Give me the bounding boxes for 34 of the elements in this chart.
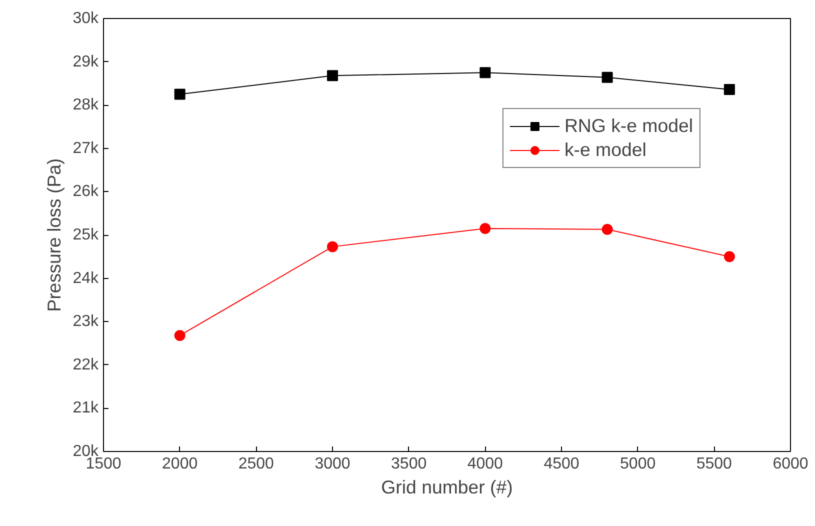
y-axis-title: Pressure loss (Pa) bbox=[44, 158, 65, 312]
point bbox=[724, 251, 735, 262]
point bbox=[327, 70, 338, 82]
point bbox=[174, 330, 186, 341]
x-tick-label: 2000 bbox=[162, 456, 198, 472]
y-tick-label: 23k bbox=[72, 313, 100, 330]
y-tick-label: 21k bbox=[72, 400, 100, 417]
x-tick-label: 3000 bbox=[314, 456, 350, 472]
y-tick-label: 26k bbox=[72, 183, 100, 200]
point bbox=[480, 223, 491, 234]
point bbox=[602, 224, 613, 235]
y-tick-label: 28k bbox=[72, 96, 100, 114]
y-tick-label: 29k bbox=[72, 53, 100, 70]
x-tick-label: 1500 bbox=[86, 456, 122, 472]
y-tick-label: 30k bbox=[72, 10, 100, 27]
y-tick-label: 24k bbox=[72, 270, 100, 287]
x-tick-label: 6000 bbox=[772, 456, 808, 472]
x-tick-label: 4500 bbox=[544, 456, 580, 472]
point bbox=[480, 67, 491, 78]
x-tick-label: 3500 bbox=[391, 456, 427, 472]
x-tick-label: 5000 bbox=[620, 456, 656, 472]
point bbox=[602, 72, 613, 83]
point bbox=[724, 84, 735, 96]
x-axis-title: Grid number (#) bbox=[381, 476, 513, 498]
y-tick-label: 22k bbox=[72, 356, 100, 374]
x-tick-label: 5500 bbox=[696, 456, 732, 472]
point bbox=[174, 88, 186, 100]
point bbox=[327, 241, 338, 252]
y-tick-label: 25k bbox=[72, 226, 100, 244]
y-tick-label: 27k bbox=[72, 140, 100, 157]
legend-label: k-e model bbox=[564, 139, 646, 161]
x-tick-label: 4000 bbox=[467, 456, 504, 472]
legend-label: RNG k-e model bbox=[564, 115, 693, 137]
x-tick-label: 2500 bbox=[238, 456, 274, 472]
